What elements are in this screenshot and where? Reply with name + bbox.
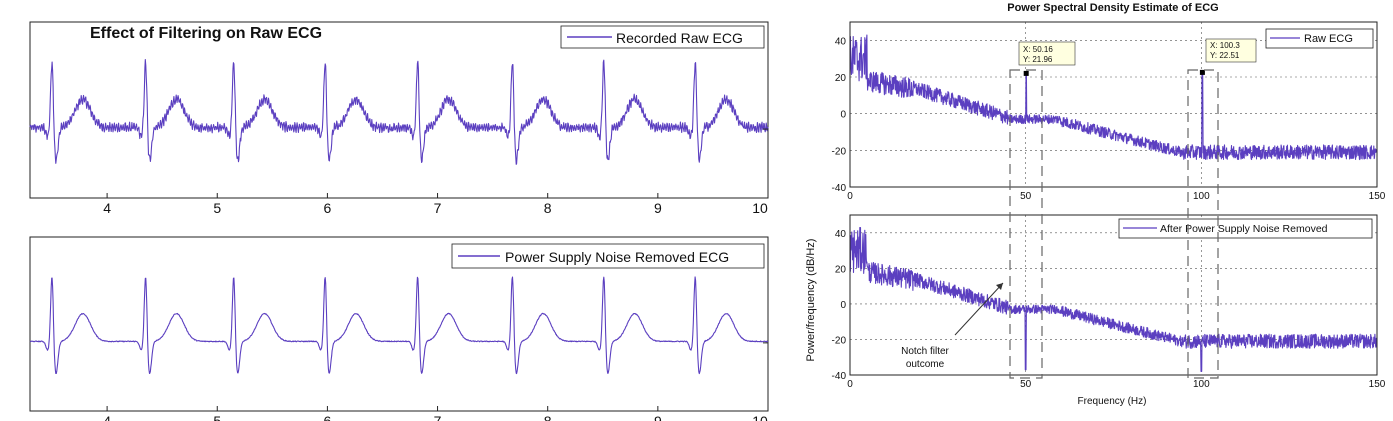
filtered-ecg-axes: [29, 236, 769, 412]
raw-ecg-legend: Recorded Raw ECG: [560, 25, 765, 49]
psd-filtered-legend: After Power Supply Noise Removed: [1118, 218, 1373, 239]
datatip-100hz: X: 100.3 Y: 22.51: [1199, 38, 1257, 75]
psd-x-tick-label: 100: [1193, 191, 1210, 202]
psd-raw-legend-label: Raw ECG: [1304, 33, 1353, 45]
ecg-x-tick-label: 8: [544, 200, 552, 216]
psd-x-axis-label: Frequency (Hz): [1078, 396, 1147, 407]
filtered-ecg-legend: Power Supply Noise Removed ECG: [451, 243, 765, 269]
psd-x-tick-label: 50: [1020, 191, 1032, 202]
psd-y-tick-label: -40: [832, 371, 847, 382]
datatip-50hz-y: Y: 21.96: [1023, 55, 1053, 64]
psd-raw-path: [849, 34, 1378, 161]
psd-x-tick-label: 150: [1369, 191, 1386, 202]
notch-annotation-arrow-line: [954, 282, 1004, 336]
psd-x-tick-label: 0: [847, 191, 853, 202]
ecg-x-tick-label: 9: [654, 200, 662, 216]
datatip-50hz: X: 50.16 Y: 21.96: [1018, 41, 1076, 76]
psd-filtered-legend-box: [1118, 218, 1373, 239]
datatip-50hz-marker: [1023, 70, 1029, 76]
psd-x-tick-label: 50: [1020, 379, 1032, 390]
psd-y-tick-label: 0: [840, 300, 846, 311]
psd-filtered-path: [849, 226, 1378, 372]
ecg-x-tick-label: 7: [434, 200, 442, 216]
ecg-x-tick-label: 5: [213, 200, 221, 216]
psd-y-tick-label: 40: [835, 36, 847, 47]
notch-annotation-line2: outcome: [906, 359, 945, 370]
ecg-x-tick-label: 7: [434, 413, 442, 421]
psd-raw-axes: [849, 21, 1378, 188]
filtered-ecg-legend-box: [451, 243, 765, 269]
ecg-x-tick-label: 5: [213, 413, 221, 421]
ecg-x-tick-label: 4: [103, 413, 111, 421]
psd-filtered-axes: [849, 214, 1378, 376]
ecg-series-2-path: [29, 276, 769, 375]
psd-y-tick-label: 20: [835, 264, 847, 275]
ecg-x-tick-label: 10: [752, 413, 768, 421]
psd-datatips: X: 50.16 Y: 21.96 X: 100.3 Y: 22.51: [1018, 38, 1257, 76]
ecg-x-tick-label: 4: [103, 200, 111, 216]
psd-raw-panel: -40 -20 0 20 40 0 50 100 150 Raw ECG X: 50.16 Y:…: [832, 21, 1386, 202]
psd-filtered-panel: -40 -20 0 20 40 0 50 100 150 After Power Supply …: [832, 214, 1386, 390]
psd-x-tick-label: 150: [1369, 379, 1386, 390]
ecg-x-tick-label: 6: [324, 200, 332, 216]
psd-y-tick-label: 0: [840, 110, 846, 121]
notch-annotation-line1: Notch filter: [901, 346, 949, 357]
raw-ecg-legend-box: [560, 25, 765, 49]
notch-annotation-arrowhead: [996, 283, 1003, 290]
psd-filtered-ticks: -40 -20 0 20 40 0 50 100 150: [832, 229, 1386, 390]
ecg-series-1-path: [29, 59, 769, 165]
psd-filtered-line: [849, 226, 1378, 372]
datatip-100hz-marker: [1199, 69, 1205, 75]
ecg-x-tick-label: 8: [544, 413, 552, 421]
datatip-100hz-box: [1205, 38, 1257, 63]
psd-filtered-legend-label: After Power Supply Noise Removed: [1160, 223, 1328, 235]
raw-ecg-axes: [29, 21, 769, 199]
psd-x-tick-label: 0: [847, 379, 853, 390]
psd-raw-legend-box: [1265, 28, 1374, 49]
filtered-ecg-legend-label: Power Supply Noise Removed ECG: [505, 249, 729, 265]
notch-100hz-highlight: [1187, 69, 1219, 379]
datatip-50hz-box: [1018, 41, 1076, 66]
psd-y-tick-label: -20: [832, 335, 847, 346]
datatip-100hz-x: X: 100.3: [1210, 41, 1240, 50]
psd-figure-title: Power Spectral Density Estimate of ECG: [1007, 2, 1219, 14]
psd-x-tick-label: 100: [1193, 379, 1210, 390]
raw-ecg-x-ticks: 4 5 6 7 8 9 10: [103, 128, 769, 216]
ecg-time-figure: Effect of Filtering on Raw ECG Recorded …: [29, 21, 769, 421]
ecg-x-tick-label: 6: [324, 413, 332, 421]
psd-y-tick-label: 20: [835, 73, 847, 84]
psd-raw-ticks: -40 -20 0 20 40 0 50 100 150: [832, 36, 1386, 202]
psd-y-axis-label: Power/frequency (dB/Hz): [805, 239, 817, 362]
datatip-50hz-x: X: 50.16: [1023, 45, 1053, 54]
psd-y-tick-label: -20: [832, 146, 847, 157]
filtered-ecg-line: [29, 276, 769, 375]
ecg-x-tick-label: 9: [654, 413, 662, 421]
psd-y-tick-label: 40: [835, 229, 847, 240]
notch-50hz-highlight: [1009, 69, 1043, 379]
raw-ecg-legend-label: Recorded Raw ECG: [616, 30, 743, 46]
ecg-x-tick-label: 10: [752, 200, 768, 216]
raw-ecg-line: [29, 59, 769, 165]
psd-raw-legend: Raw ECG: [1265, 28, 1374, 49]
ecg-figure-title: Effect of Filtering on Raw ECG: [90, 25, 322, 42]
datatip-100hz-y: Y: 22.51: [1210, 51, 1240, 60]
psd-y-tick-label: -40: [832, 183, 847, 194]
filtered-ecg-x-ticks: 4 5 6 7 8 9 10: [103, 342, 769, 421]
psd-raw-line: [849, 34, 1378, 161]
notch-annotation: Notch filter outcome: [901, 282, 1004, 370]
psd-figure: Power Spectral Density Estimate of ECG P…: [805, 2, 1386, 407]
